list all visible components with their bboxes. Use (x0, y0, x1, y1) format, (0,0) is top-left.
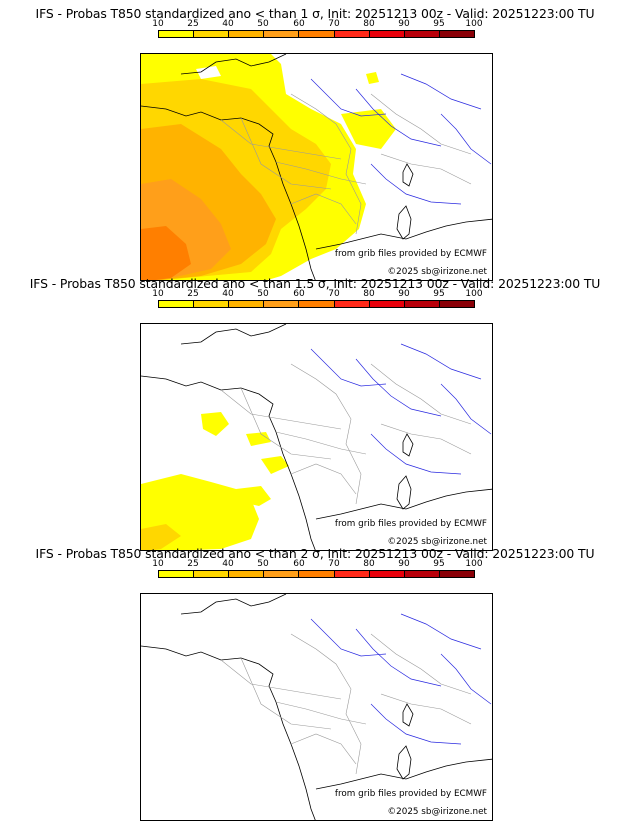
scale-swatch (404, 301, 440, 307)
map-frame: from grib files provided by ECMWF ©2025 … (140, 593, 493, 821)
scale-swatch (264, 31, 300, 37)
scale-label: 100 (465, 559, 483, 569)
france-map (141, 54, 492, 280)
france-map (141, 594, 492, 820)
scale-label: 90 (398, 289, 410, 299)
scale-label: 10 (152, 559, 164, 569)
scale-label: 60 (293, 19, 305, 29)
coastline (141, 54, 492, 280)
scale-label: 100 (465, 19, 483, 29)
panel-title: IFS - Probas T850 standardized ano < tha… (35, 546, 595, 561)
scale-swatch (369, 571, 405, 577)
credit-grib: from grib files provided by ECMWF (334, 249, 487, 259)
scale-label: 50 (257, 559, 269, 569)
scale-swatch (439, 31, 474, 37)
rivers (310, 343, 492, 475)
scale-label: 80 (363, 19, 375, 29)
scale-swatch (229, 301, 265, 307)
scale-label: 50 (257, 289, 269, 299)
credit-grib: from grib files provided by ECMWF (334, 519, 487, 529)
scale-label: 25 (187, 559, 199, 569)
scale-swatch (369, 31, 405, 37)
scale-swatch (439, 301, 474, 307)
scale-label: 70 (328, 559, 340, 569)
france-map (141, 324, 492, 550)
scale-label: 95 (433, 19, 445, 29)
map-frame: from grib files provided by ECMWF ©2025 … (140, 323, 493, 551)
borders (220, 633, 472, 775)
color-scale-bar (158, 30, 475, 38)
scale-label: 40 (222, 289, 234, 299)
scale-label: 100 (465, 289, 483, 299)
scale-label: 40 (222, 19, 234, 29)
scale-swatch (334, 571, 370, 577)
scale-swatch (334, 301, 370, 307)
scale-label: 80 (363, 289, 375, 299)
scale-swatch (194, 571, 230, 577)
scale-label: 40 (222, 559, 234, 569)
scale-label: 60 (293, 559, 305, 569)
scale-swatch (229, 31, 265, 37)
scale-label: 50 (257, 19, 269, 29)
probability-field (141, 54, 396, 280)
scale-swatch (404, 31, 440, 37)
panel-title: IFS - Probas T850 standardized ano < tha… (35, 6, 595, 21)
map-panel-2: IFS - Probas T850 standardized ano < tha… (0, 276, 630, 551)
borders (220, 93, 472, 235)
color-scale-labels: 10 25 40 50 60 70 80 90 95 100 (151, 559, 482, 570)
credit-grib: from grib files provided by ECMWF (334, 789, 487, 799)
credit-copyright: ©2025 sb@irizone.net (387, 537, 487, 547)
scale-swatch (194, 31, 230, 37)
scale-label: 25 (187, 289, 199, 299)
scale-swatch (159, 571, 195, 577)
scale-label: 95 (433, 289, 445, 299)
scale-swatch (439, 571, 474, 577)
scale-label: 90 (398, 19, 410, 29)
scale-swatch (194, 301, 230, 307)
scale-swatch (369, 301, 405, 307)
rivers (310, 613, 492, 745)
scale-label: 10 (152, 289, 164, 299)
scale-label: 70 (328, 289, 340, 299)
scale-swatch (299, 301, 335, 307)
color-scale-labels: 10 25 40 50 60 70 80 90 95 100 (151, 289, 482, 300)
rivers (310, 73, 492, 205)
scale-swatch (159, 31, 195, 37)
scale-swatch (404, 571, 440, 577)
scale-label: 95 (433, 559, 445, 569)
credit-copyright: ©2025 sb@irizone.net (387, 267, 487, 277)
map-panel-1: IFS - Probas T850 standardized ano < tha… (0, 6, 630, 281)
credit-copyright: ©2025 sb@irizone.net (387, 807, 487, 817)
scale-swatch (264, 301, 300, 307)
scale-label: 90 (398, 559, 410, 569)
scale-label: 80 (363, 559, 375, 569)
scale-label: 10 (152, 19, 164, 29)
color-scale-bar (158, 300, 475, 308)
scale-swatch (264, 571, 300, 577)
scale-swatch (299, 571, 335, 577)
coastline (141, 594, 492, 820)
scale-swatch (299, 31, 335, 37)
scale-label: 25 (187, 19, 199, 29)
scale-swatch (159, 301, 195, 307)
map-panel-3: IFS - Probas T850 standardized ano < tha… (0, 546, 630, 821)
color-scale-labels: 10 25 40 50 60 70 80 90 95 100 (151, 19, 482, 30)
panel-title: IFS - Probas T850 standardized ano < tha… (29, 276, 601, 291)
borders (220, 363, 472, 505)
map-frame: from grib files provided by ECMWF ©2025 … (140, 53, 493, 281)
color-scale-bar (158, 570, 475, 578)
scale-swatch (229, 571, 265, 577)
scale-label: 60 (293, 289, 305, 299)
probability-field (141, 412, 289, 550)
coastline (141, 324, 492, 550)
scale-label: 70 (328, 19, 340, 29)
scale-swatch (334, 31, 370, 37)
